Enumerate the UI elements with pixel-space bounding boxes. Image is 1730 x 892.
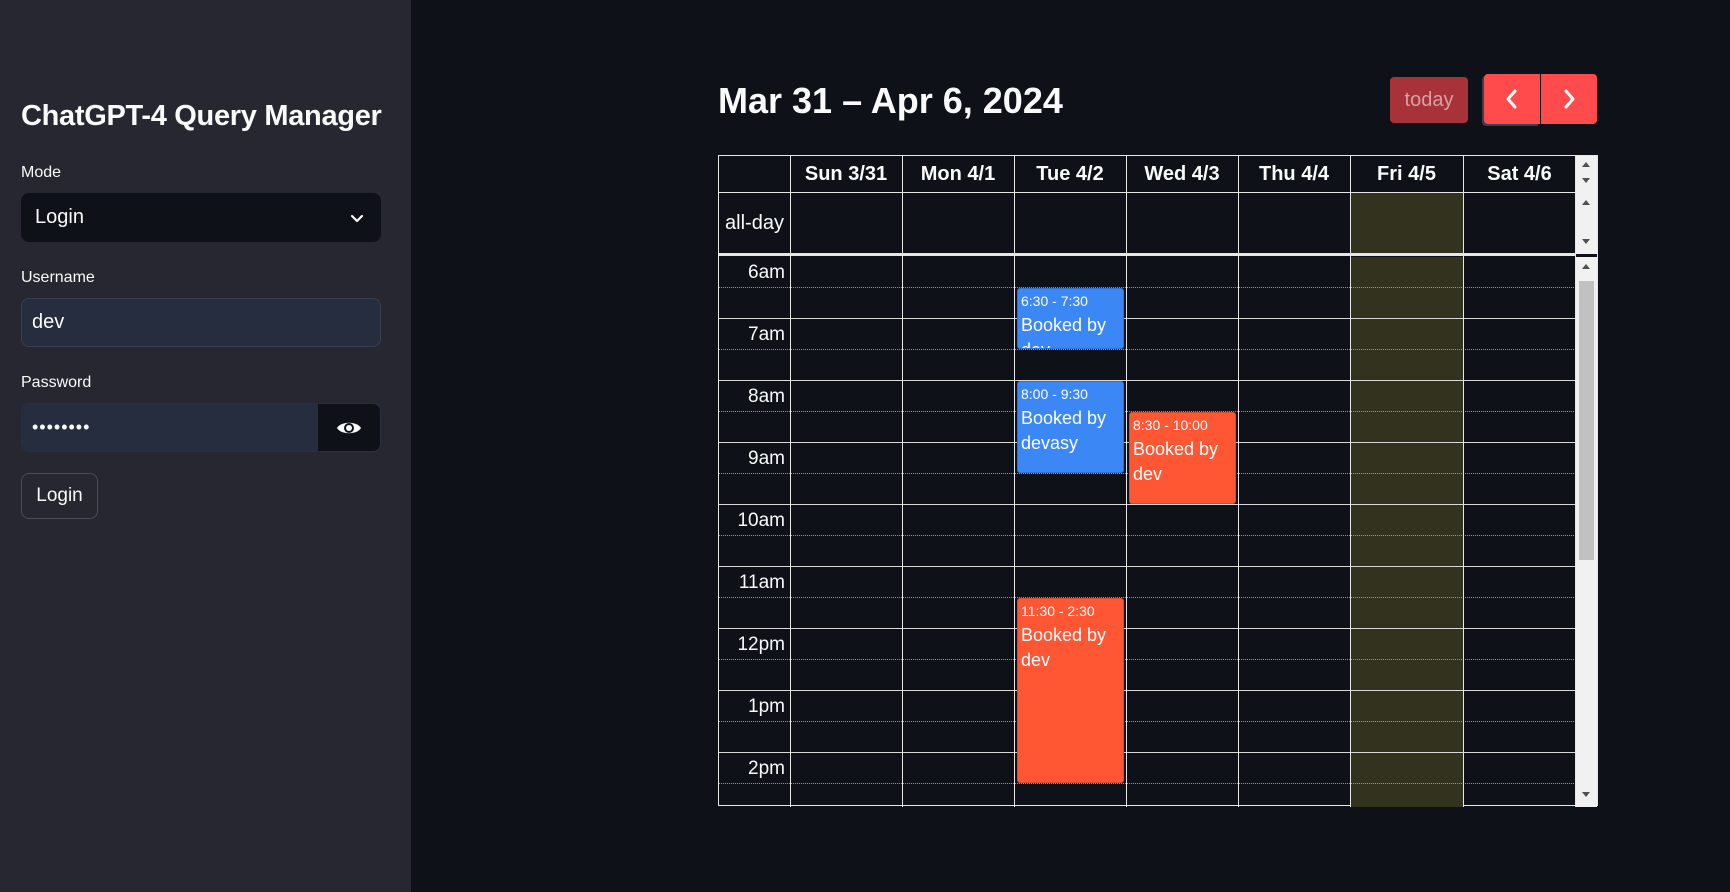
- allday-scrollbar[interactable]: [1576, 156, 1597, 254]
- day-header-fri: Fri 4/5: [1377, 162, 1436, 185]
- today-button[interactable]: today: [1390, 77, 1468, 123]
- day-header-mon: Mon 4/1: [920, 162, 996, 185]
- event-time: 8:00 - 9:30: [1021, 386, 1088, 402]
- time-label-9am: 9am: [748, 448, 785, 469]
- calendar-grid: Sun 3/31 Mon 4/1 Tue 4/2 Wed 4/3 Thu 4/4…: [718, 155, 1598, 807]
- sidebar-title: ChatGPT-4 Query Manager: [21, 100, 382, 132]
- event-time: 8:30 - 10:00: [1133, 417, 1208, 433]
- time-label-2pm: 2pm: [748, 758, 785, 779]
- day-header-sat: Sat 4/6: [1487, 162, 1552, 185]
- event-card[interactable]: 8:00 - 9:30 Booked by devasy: [1017, 381, 1124, 473]
- password-value: ••••••••: [32, 417, 91, 437]
- login-button[interactable]: Login: [21, 473, 98, 519]
- today-highlight-column: [1351, 257, 1463, 807]
- day-header-wed: Wed 4/3: [1144, 162, 1220, 185]
- chevron-right-icon: [1564, 89, 1575, 109]
- password-label: Password: [21, 374, 92, 391]
- event-title: Booked by dev: [1021, 315, 1107, 348]
- password-input-group: ••••••••: [21, 403, 381, 452]
- time-label-6am: 6am: [748, 262, 785, 283]
- mode-label: Mode: [21, 164, 62, 181]
- chevron-left-icon: [1506, 89, 1517, 109]
- scroll-up-icon[interactable]: [1582, 162, 1590, 167]
- event-time: 11:30 - 2:30: [1021, 603, 1095, 619]
- next-week-button[interactable]: [1541, 74, 1597, 124]
- scroll-up-icon[interactable]: [1582, 200, 1590, 205]
- mode-select-value: Login: [35, 206, 84, 228]
- show-password-button[interactable]: [318, 404, 380, 451]
- time-label-11am: 11am: [738, 572, 785, 593]
- time-label-1pm: 1pm: [748, 696, 785, 717]
- event-title: Booked by dev: [1021, 625, 1107, 670]
- event-card[interactable]: 8:30 - 10:00 Booked by dev: [1129, 412, 1236, 504]
- event-card[interactable]: 11:30 - 2:30 Booked by dev: [1017, 598, 1124, 783]
- scroll-down-icon[interactable]: [1582, 792, 1590, 797]
- mode-select[interactable]: Login: [21, 193, 381, 242]
- password-input[interactable]: ••••••••: [22, 404, 318, 451]
- today-highlight-allday: [1351, 192, 1463, 254]
- event-title: Booked by dev: [1133, 439, 1219, 484]
- day-header-sun: Sun 3/31: [804, 162, 888, 185]
- day-header-thu: Thu 4/4: [1258, 162, 1329, 185]
- allday-label: all-day: [725, 211, 784, 234]
- username-label: Username: [21, 269, 95, 286]
- event-time: 6:30 - 7:30: [1021, 293, 1088, 309]
- sidebar: ChatGPT-4 Query Manager Mode Login Usern…: [0, 0, 411, 892]
- event-title: Booked by devasy: [1021, 408, 1107, 453]
- username-input[interactable]: dev: [21, 298, 381, 347]
- username-value: dev: [32, 311, 65, 333]
- time-label-12pm: 12pm: [737, 634, 785, 655]
- time-label-10am: 10am: [737, 510, 785, 531]
- day-header-tue: Tue 4/2: [1036, 162, 1104, 185]
- scrollbar-thumb[interactable]: [1579, 281, 1594, 560]
- scroll-up-icon[interactable]: [1582, 264, 1590, 269]
- eye-icon: [337, 422, 361, 433]
- chevron-down-icon: [350, 214, 364, 222]
- prev-week-button[interactable]: [1484, 74, 1540, 124]
- event-card[interactable]: 6:30 - 7:30 Booked by dev: [1017, 288, 1124, 349]
- time-label-7am: 7am: [748, 324, 785, 345]
- scroll-down-icon[interactable]: [1582, 178, 1590, 183]
- scroll-down-icon[interactable]: [1582, 239, 1590, 244]
- calendar-title: Mar 31 – Apr 6, 2024: [718, 80, 1063, 121]
- time-label-8am: 8am: [748, 386, 785, 407]
